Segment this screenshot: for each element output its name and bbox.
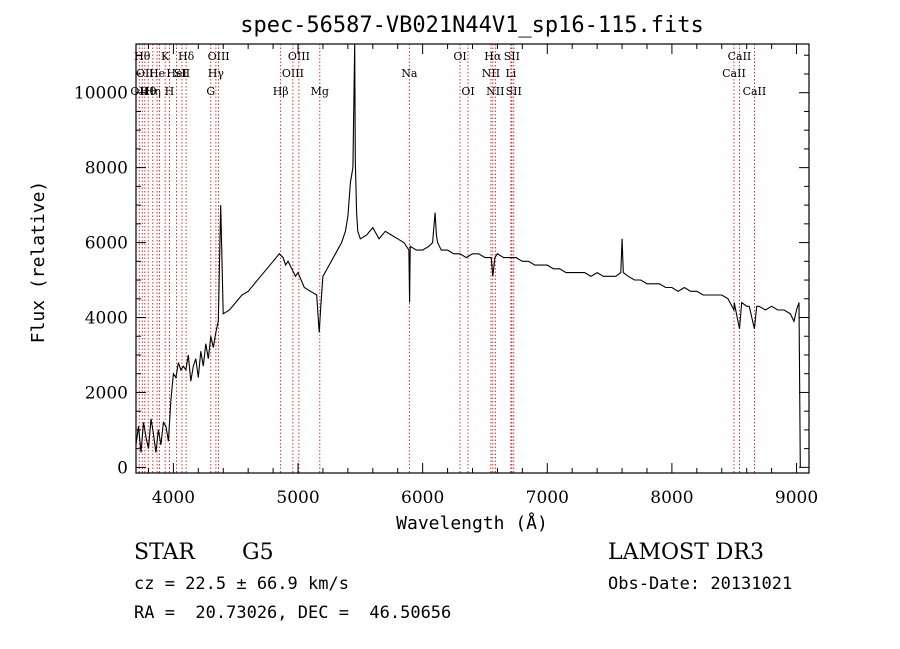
line-marker-label: OII xyxy=(130,85,148,98)
y-tick-label: 4000 xyxy=(85,309,128,329)
x-tick-label: 4000 xyxy=(152,488,195,508)
line-markers xyxy=(138,44,755,473)
line-marker-label: Mg xyxy=(311,85,329,98)
line-marker-label: OIII xyxy=(288,50,310,63)
x-tick-labels: 4000 5000 6000 7000 8000 9000 xyxy=(152,488,818,508)
line-marker-label: Hα xyxy=(484,50,502,63)
line-marker-label: Li xyxy=(505,67,516,80)
line-marker-label: Hθ xyxy=(140,85,157,98)
x-tick-label: 6000 xyxy=(401,488,444,508)
line-marker-labels: OIIHθOIIHθHηHeKHHeISIIHδGHγOIIIHβOIIIOII… xyxy=(130,50,766,98)
plot-frame xyxy=(135,43,810,474)
line-marker-label: Hγ xyxy=(208,67,225,80)
class-label: STAR xyxy=(134,540,195,565)
line-marker-label: Na xyxy=(401,67,418,80)
line-marker-label: Hη xyxy=(145,85,161,98)
line-marker-label: OI xyxy=(453,50,466,63)
line-marker-label: CaII xyxy=(728,50,752,63)
line-marker-label: K xyxy=(161,50,170,63)
subclass-label: G5 xyxy=(242,540,274,565)
line-marker-label: Hβ xyxy=(273,85,289,98)
axis-ticks xyxy=(136,44,809,473)
line-marker-label: CaII xyxy=(743,85,767,98)
obs-date: Obs-Date: 20131021 xyxy=(608,574,793,594)
y-tick-label: 0 xyxy=(117,458,128,478)
line-marker-label: SII xyxy=(506,85,522,98)
line-marker-label: Hδ xyxy=(178,50,195,63)
line-marker-label: OIII xyxy=(208,50,230,63)
chart-title: spec-56587-VB021N44V1_sp16-115.fits xyxy=(240,13,704,38)
x-tick-label: 9000 xyxy=(775,488,818,508)
line-marker-label: Hθ xyxy=(134,50,151,63)
y-tick-label: 6000 xyxy=(85,234,128,254)
y-tick-label: 10000 xyxy=(74,84,128,104)
line-marker-label: HeI xyxy=(166,67,186,80)
survey-label: LAMOST DR3 xyxy=(608,540,764,565)
line-marker-label: SII xyxy=(174,67,190,80)
line-marker-label: CaII xyxy=(722,67,746,80)
line-marker-label: He xyxy=(149,67,165,80)
line-marker-label: OI xyxy=(461,85,474,98)
line-marker-label: SII xyxy=(504,50,520,63)
x-tick-label: 5000 xyxy=(276,488,319,508)
line-marker-label: H xyxy=(165,85,175,98)
redshift-line: cz = 22.5 ± 66.9 km/s xyxy=(134,574,349,594)
x-tick-label: 8000 xyxy=(650,488,693,508)
y-tick-label: 2000 xyxy=(85,383,128,403)
line-marker-label: G xyxy=(206,85,215,98)
y-axis-label: Flux (relative) xyxy=(28,181,49,344)
line-marker-label: OIII xyxy=(282,67,304,80)
line-marker-label: NII xyxy=(486,85,504,98)
x-tick-label: 7000 xyxy=(526,488,569,508)
line-marker-label: OII xyxy=(136,67,154,80)
y-tick-label: 8000 xyxy=(85,159,128,179)
y-tick-labels: 0 2000 4000 6000 8000 10000 xyxy=(74,84,128,479)
x-axis-label: Wavelength (Å) xyxy=(396,512,548,534)
line-marker-label: NII xyxy=(482,67,500,80)
coordinates-line: RA = 20.73026, DEC = 46.50656 xyxy=(134,603,452,623)
spectrum-line xyxy=(135,43,801,468)
